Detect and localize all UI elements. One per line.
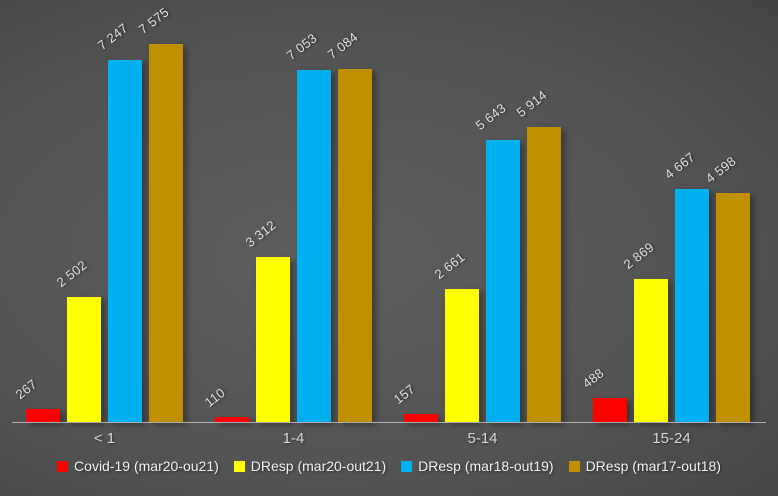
bar-group: 157 2 661 5 643 5 914 [391, 87, 561, 422]
bar-value-label: 267 [12, 376, 40, 402]
bar-value-label: 5 643 [472, 100, 509, 133]
legend-label-dresp-mar17-out18: DResp (mar17-out18) [585, 458, 721, 474]
bar: 2 661 [432, 249, 479, 422]
legend-item-dresp-mar18-out19: DResp (mar18-out19) [401, 458, 554, 474]
bar-group: 110 3 312 7 053 7 084 [202, 29, 372, 422]
bar: 110 [202, 385, 249, 422]
legend-swatch-dresp-mar20-out21 [233, 460, 245, 472]
legend-swatch-dresp-mar18-out19 [401, 460, 413, 472]
bar-value-label: 3 312 [242, 217, 279, 250]
bar-value-label: 4 667 [661, 149, 698, 182]
bar-value-label: 7 084 [324, 29, 361, 62]
bar: 3 312 [243, 217, 290, 422]
legend-label-covid19: Covid-19 (mar20-ou21) [74, 458, 219, 474]
bar: 7 247 [95, 20, 142, 422]
bar-value-label: 2 661 [431, 249, 468, 282]
legend-item-covid19: Covid-19 (mar20-ou21) [57, 458, 219, 474]
bar-value-label: 7 575 [135, 4, 172, 37]
bar-value-label: 2 869 [620, 239, 657, 272]
bar: 7 053 [284, 30, 331, 422]
legend: Covid-19 (mar20-ou21) DResp (mar20-out21… [0, 458, 778, 474]
bar-value-label: 4 598 [702, 153, 739, 186]
bar: 2 502 [54, 257, 101, 422]
bar: 5 643 [473, 100, 520, 422]
plot-area: 267 2 502 7 247 7 575 110 3 312 7 053 7 084 157 2… [12, 4, 766, 423]
x-axis-label-5-14: 5-14 [467, 430, 498, 447]
legend-swatch-dresp-mar17-out18 [568, 460, 580, 472]
legend-label-dresp-mar20-out21: DResp (mar20-out21) [250, 458, 387, 474]
bar-value-label: 110 [201, 384, 229, 410]
bar-value-label: 2 502 [53, 257, 90, 290]
bar-group: 267 2 502 7 247 7 575 [13, 4, 183, 422]
bar: 2 869 [621, 239, 668, 422]
bar: 7 084 [325, 29, 372, 422]
x-axis-label-1-4: 1-4 [282, 430, 305, 447]
bar: 7 575 [136, 4, 183, 422]
legend-item-dresp-mar17-out18: DResp (mar17-out18) [568, 458, 721, 474]
bar-value-label: 488 [579, 365, 607, 391]
x-axis-label-15-24: 15-24 [652, 430, 691, 447]
bar-value-label: 157 [390, 381, 418, 407]
bar-groups-container: 267 2 502 7 247 7 575 110 3 312 7 053 7 084 157 2… [13, 4, 750, 422]
legend-label-dresp-mar18-out19: DResp (mar18-out19) [418, 458, 554, 474]
bar: 4 667 [662, 149, 709, 422]
x-axis-labels: < 1 1-4 5-14 15-24 [26, 430, 750, 447]
bar: 157 [391, 381, 438, 422]
bar: 267 [13, 376, 60, 422]
legend-item-dresp-mar20-out21: DResp (mar20-out21) [233, 458, 387, 474]
bar: 5 914 [514, 87, 561, 422]
x-axis-line [12, 422, 766, 423]
bar-value-label: 7 053 [283, 30, 320, 63]
bar: 4 598 [703, 153, 750, 422]
bar-value-label: 5 914 [513, 87, 550, 120]
bar-value-label: 7 247 [94, 20, 131, 53]
bar-group: 488 2 869 4 667 4 598 [580, 149, 750, 422]
legend-swatch-covid19 [57, 460, 69, 472]
bar: 488 [580, 365, 627, 422]
x-axis-label-under1: < 1 [93, 430, 116, 447]
